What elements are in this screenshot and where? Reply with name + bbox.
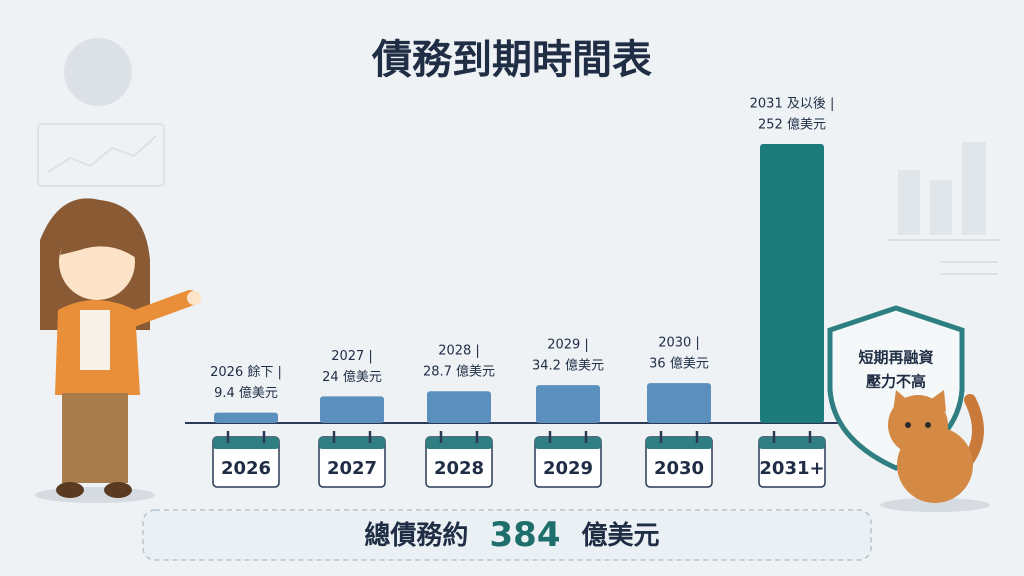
x-tick-label: 2028: [434, 458, 484, 479]
x-tick-label: 2026: [221, 458, 271, 479]
value-label: 36 億美元: [649, 356, 709, 372]
x-tick-label: 2031+: [759, 458, 824, 479]
total-text: 總債務約 384 億美元: [364, 515, 659, 555]
bar: [427, 391, 491, 423]
calendar-header: [319, 437, 385, 449]
x-tick-label: 2030: [654, 458, 704, 479]
bar-title: 2030 |: [658, 336, 700, 351]
calendar-header: [426, 437, 492, 449]
total-value: 384: [490, 515, 561, 555]
x-tick-label: 2027: [327, 458, 377, 479]
bar: [760, 144, 824, 423]
girl-illustration: [35, 198, 201, 503]
x-tick-label: 2029: [543, 458, 593, 479]
decoration: [37, 38, 1000, 275]
bar: [320, 396, 384, 423]
bar-title: 2026 餘下 |: [210, 364, 282, 380]
calendar-header: [535, 437, 601, 449]
bar: [536, 385, 600, 423]
value-label: 24 億美元: [322, 369, 382, 385]
total-box: [142, 509, 872, 561]
value-label: 28.7 億美元: [423, 364, 495, 380]
calendar-header: [646, 437, 712, 449]
bar: [647, 383, 711, 423]
bar-title: 2028 |: [438, 344, 480, 359]
bar-title: 2027 |: [331, 349, 373, 364]
value-label: 252 億美元: [758, 117, 826, 133]
calendar-header: [759, 437, 825, 449]
bar-title: 2031 及以後 |: [750, 97, 835, 112]
total-suffix: 億美元: [582, 520, 660, 551]
cat-illustration: [880, 390, 990, 512]
bar: [214, 412, 278, 423]
total-prefix: 總債務約: [364, 520, 468, 551]
bar-title: 2029 |: [547, 338, 589, 353]
value-label: 9.4 億美元: [214, 385, 278, 401]
title: 債務到期時間表: [371, 37, 652, 83]
badge-line: 短期再融資: [858, 349, 933, 367]
value-label: 34.2 億美元: [532, 358, 604, 374]
badge-line: 壓力不高: [866, 373, 926, 391]
calendar-header: [213, 437, 279, 449]
